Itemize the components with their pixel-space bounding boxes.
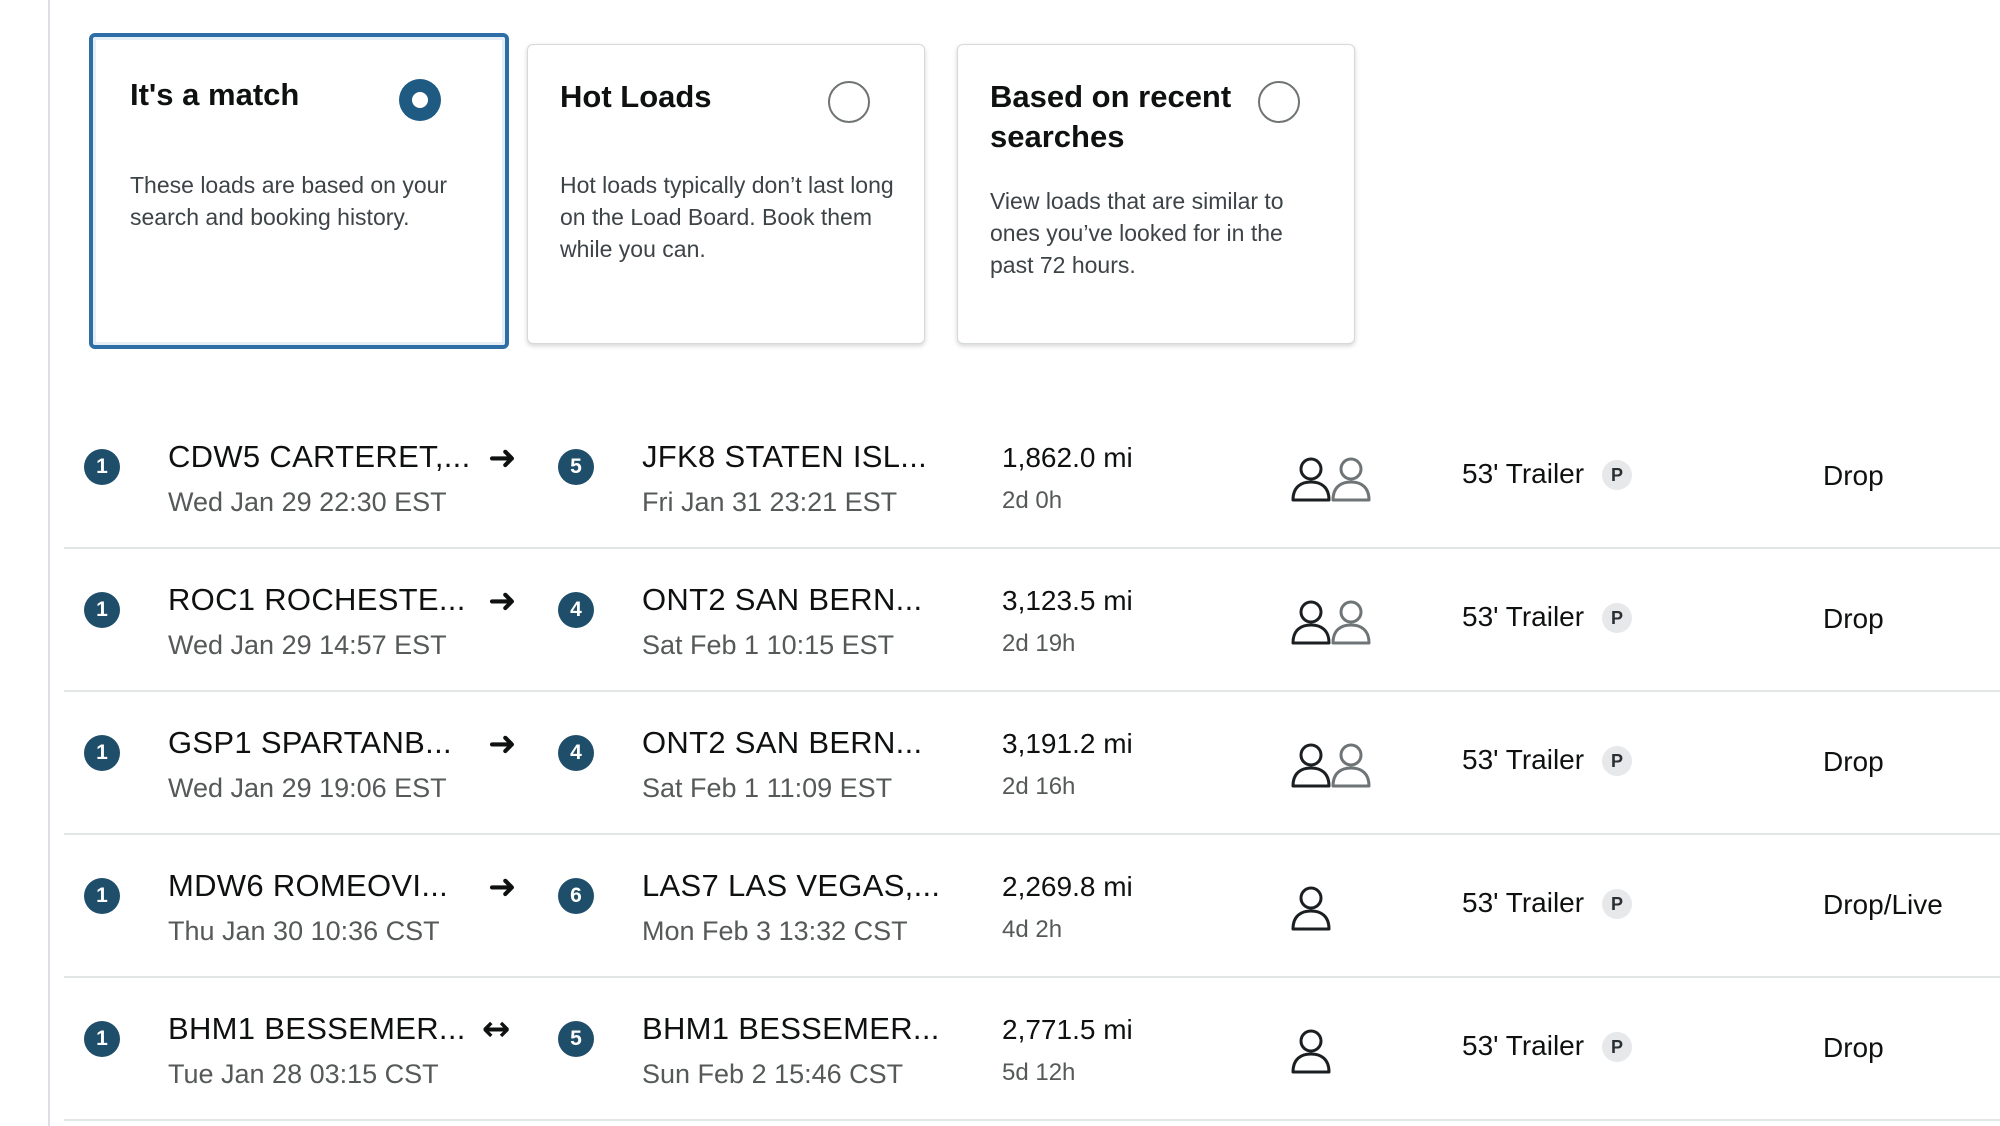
origin-location: BHM1 BESSEMER...: [168, 1011, 466, 1046]
card-description: Hot loads typically don’t last long on t…: [560, 172, 894, 262]
arrow-right-icon: ➜: [488, 867, 517, 907]
equipment-badge: P: [1602, 603, 1632, 633]
origin-pickup-time: Thu Jan 30 10:36 CST: [168, 916, 440, 946]
person-icon: [1291, 457, 1331, 502]
filter-card-hot-loads[interactable]: Hot Loads Hot loads typically don’t last…: [527, 44, 925, 344]
equipment-badge: P: [1602, 746, 1632, 776]
destination-location: LAS7 LAS VEGAS,...: [642, 868, 941, 903]
person-icon: [1331, 457, 1371, 502]
card-title: Hot Loads: [560, 79, 712, 114]
destination-time: Sun Feb 2 15:46 CST: [642, 1059, 904, 1089]
destination-stops-badge: 4: [558, 592, 594, 628]
solo-driver-icon: [1290, 1028, 1390, 1076]
destination-location: JFK8 STATEN ISL...: [642, 439, 928, 474]
destination-stops-badge: 6: [558, 878, 594, 914]
load-type: Drop: [1823, 746, 1884, 777]
destination-stops-badge: 5: [558, 1021, 594, 1057]
origin-location: CDW5 CARTERET,...: [168, 439, 471, 474]
card-title: Based on recent searches: [990, 79, 1232, 154]
person-icon: [1291, 1029, 1331, 1074]
equipment-badge: P: [1602, 1032, 1632, 1062]
arrow-right-icon: ➜: [488, 438, 517, 478]
load-row[interactable]: 1 MDW6 ROMEOVI... Thu Jan 30 10:36 CST ➜…: [64, 835, 2000, 978]
destination-location: BHM1 BESSEMER...: [642, 1011, 940, 1046]
load-duration: 5d 12h: [1002, 1059, 1076, 1086]
load-duration: 2d 16h: [1002, 773, 1076, 800]
origin-stop-badge: 1: [84, 449, 120, 485]
person-icon: [1291, 600, 1331, 645]
solo-driver-icon: [1290, 885, 1390, 933]
load-row[interactable]: 1 BHM1 BESSEMER... Tue Jan 28 03:15 CST …: [64, 978, 2000, 1121]
team-drivers-icon: [1290, 599, 1390, 647]
origin-stop-badge: 1: [84, 878, 120, 914]
equipment-type: 53' Trailer: [1462, 744, 1585, 775]
origin-pickup-time: Wed Jan 29 19:06 EST: [168, 773, 447, 803]
radio-unselected-icon[interactable]: [828, 81, 870, 123]
equipment-badge: P: [1602, 460, 1632, 490]
destination-time: Sat Feb 1 11:09 EST: [642, 773, 893, 803]
load-type: Drop: [1823, 460, 1884, 491]
destination-time: Fri Jan 31 23:21 EST: [642, 487, 898, 517]
origin-location: GSP1 SPARTANB...: [168, 725, 452, 760]
equipment-type: 53' Trailer: [1462, 887, 1585, 918]
round-trip-icon: ↔: [482, 1009, 511, 1049]
load-type: Drop: [1823, 603, 1884, 634]
equipment-type: 53' Trailer: [1462, 601, 1585, 632]
destination-location: ONT2 SAN BERN...: [642, 725, 923, 760]
filter-card-recent-searches[interactable]: Based on recent searches View loads that…: [957, 44, 1355, 344]
origin-location: ROC1 ROCHESTE...: [168, 582, 466, 617]
origin-pickup-time: Wed Jan 29 22:30 EST: [168, 487, 447, 517]
sidebar-divider: [48, 0, 50, 1126]
equipment-type: 53' Trailer: [1462, 458, 1585, 489]
team-drivers-icon: [1290, 742, 1390, 790]
radio-selected-icon[interactable]: [399, 79, 441, 121]
load-distance: 3,123.5 mi: [1002, 585, 1133, 616]
person-icon: [1331, 600, 1371, 645]
arrow-right-icon: ➜: [488, 581, 517, 621]
card-description: View loads that are similar to ones you’…: [990, 188, 1284, 278]
card-description: These loads are based on your search and…: [130, 172, 448, 230]
load-distance: 2,771.5 mi: [1002, 1014, 1133, 1045]
team-drivers-icon: [1290, 456, 1390, 504]
arrow-right-icon: ➜: [488, 724, 517, 764]
load-row[interactable]: 1 ROC1 ROCHESTE... Wed Jan 29 14:57 EST …: [64, 549, 2000, 692]
destination-location: ONT2 SAN BERN...: [642, 582, 923, 617]
person-icon: [1291, 743, 1331, 788]
origin-stop-badge: 1: [84, 735, 120, 771]
equipment-badge: P: [1602, 889, 1632, 919]
person-icon: [1331, 743, 1371, 788]
destination-stops-badge: 4: [558, 735, 594, 771]
load-type: Drop: [1823, 1032, 1884, 1063]
origin-location: MDW6 ROMEOVI...: [168, 868, 449, 903]
destination-time: Mon Feb 3 13:32 CST: [642, 916, 908, 946]
origin-stop-badge: 1: [84, 592, 120, 628]
load-distance: 3,191.2 mi: [1002, 728, 1133, 759]
destination-stops-badge: 5: [558, 449, 594, 485]
card-title: It's a match: [130, 77, 300, 112]
load-duration: 2d 19h: [1002, 630, 1076, 657]
origin-pickup-time: Wed Jan 29 14:57 EST: [168, 630, 447, 660]
load-row[interactable]: 1 GSP1 SPARTANB... Wed Jan 29 19:06 EST …: [64, 692, 2000, 835]
load-type: Drop/Live: [1823, 889, 1943, 920]
load-duration: 2d 0h: [1002, 487, 1063, 514]
load-distance: 2,269.8 mi: [1002, 871, 1133, 902]
load-row[interactable]: 1 CDW5 CARTERET,... Wed Jan 29 22:30 EST…: [64, 406, 2000, 549]
load-duration: 4d 2h: [1002, 916, 1063, 943]
origin-stop-badge: 1: [84, 1021, 120, 1057]
origin-pickup-time: Tue Jan 28 03:15 CST: [168, 1059, 439, 1089]
destination-time: Sat Feb 1 10:15 EST: [642, 630, 895, 660]
person-icon: [1291, 886, 1331, 931]
load-distance: 1,862.0 mi: [1002, 442, 1133, 473]
equipment-type: 53' Trailer: [1462, 1030, 1585, 1061]
filter-card-its-a-match[interactable]: It's a match These loads are based on yo…: [89, 33, 509, 349]
radio-unselected-icon[interactable]: [1258, 81, 1300, 123]
load-results-list: 1 CDW5 CARTERET,... Wed Jan 29 22:30 EST…: [64, 406, 2000, 1121]
